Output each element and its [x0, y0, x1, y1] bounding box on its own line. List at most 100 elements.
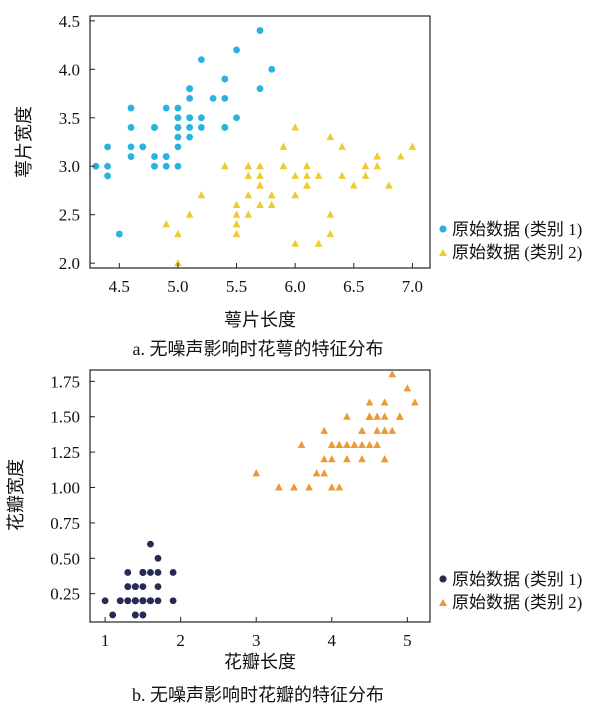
series-2-point	[185, 210, 194, 218]
series-2-point	[365, 440, 374, 449]
series-1-point	[174, 104, 182, 112]
y-tick-label: 2.0	[59, 254, 80, 273]
series-1-point	[104, 172, 111, 180]
series-1-point	[139, 611, 147, 619]
series-1-point	[186, 94, 194, 102]
y-tick-label: 3.0	[59, 157, 80, 176]
series-1-point	[131, 597, 139, 605]
series-2-point	[256, 171, 264, 179]
series-2-point	[267, 200, 276, 208]
series-1-point	[174, 124, 182, 131]
series-2-point	[326, 229, 335, 238]
series-1-point	[109, 611, 117, 619]
series-1-point	[139, 569, 147, 576]
series-2-point	[335, 440, 344, 449]
series-1-point	[151, 124, 158, 131]
series-1-point	[104, 143, 111, 151]
series-2-point	[343, 412, 351, 420]
series-1-point	[139, 597, 147, 605]
chart-a-legend-label-2: 原始数据 (类别 2)	[452, 243, 582, 262]
series-1-point	[268, 65, 276, 73]
series-1-point	[131, 611, 139, 619]
chart-a: 4.5 5.0 5.5 6.0 6.5 7.0 2.0 2.5 3.0 3.5 4.0 4.5 萼片…	[14, 12, 582, 359]
series-2-point	[395, 412, 404, 420]
y-tick-label: 3.5	[59, 109, 80, 128]
series-1-point	[139, 143, 147, 151]
series-1-point	[174, 133, 182, 141]
series-1-point	[209, 94, 217, 102]
x-tick-label: 5	[403, 631, 412, 650]
series-1-point	[197, 114, 205, 122]
series-2-point	[244, 210, 253, 218]
series-2-point	[279, 162, 288, 170]
chart-a-plot-frame	[89, 15, 431, 269]
series-2-point	[312, 469, 321, 477]
series-1-point	[186, 114, 194, 122]
y-tick-label: 2.5	[59, 206, 80, 225]
series-2-point	[256, 162, 264, 170]
series-1-point	[116, 597, 124, 605]
series-2-point	[380, 426, 389, 434]
series-2-point	[291, 123, 299, 131]
y-tick-label: 1.75	[50, 372, 80, 391]
series-2-point	[326, 132, 335, 141]
chart-b-legend-marker-2	[439, 599, 447, 606]
series-2-point	[373, 440, 381, 449]
chart-b-caption: b. 无噪声影响时花瓣的特征分布	[132, 685, 384, 705]
series-2-point	[197, 191, 206, 199]
series-2-point	[358, 426, 366, 434]
series-2-point	[373, 412, 381, 420]
series-2-point	[320, 469, 329, 477]
series-2-point	[350, 440, 359, 449]
series-2-point	[291, 171, 299, 179]
chart-b-x-axis-title: 花瓣长度	[224, 652, 296, 672]
series-1-point	[169, 597, 177, 605]
series-2-point	[338, 142, 346, 150]
series-1-point	[124, 583, 132, 591]
chart-b-legend-marker-1	[439, 575, 447, 583]
series-1-point	[154, 554, 162, 562]
series-1-point	[101, 597, 109, 605]
series-2-point	[275, 483, 283, 491]
y-tick-label: 1.50	[50, 408, 80, 427]
y-tick-label: 0.25	[50, 585, 80, 604]
series-2-point	[232, 210, 241, 218]
series-2-point	[297, 440, 306, 449]
series-1-point	[147, 597, 154, 605]
series-2-point	[343, 454, 351, 463]
series-2-point	[380, 412, 389, 420]
series-1-point	[162, 104, 170, 112]
series-1-point	[256, 85, 264, 93]
chart-a-y-axis-title: 萼片宽度	[14, 106, 34, 178]
chart-a-legend: 原始数据 (类别 1) 原始数据 (类别 2)	[439, 220, 582, 262]
series-2-point	[267, 191, 276, 199]
x-tick-label: 1	[101, 631, 110, 650]
series-1-point	[115, 230, 123, 238]
chart-b-legend-label-1: 原始数据 (类别 1)	[452, 570, 582, 589]
chart-a-points	[92, 27, 417, 267]
series-2-point	[256, 200, 264, 208]
series-2-point	[303, 162, 311, 170]
series-2-point	[174, 229, 182, 238]
series-2-point	[373, 162, 382, 170]
series-1-point	[154, 597, 162, 605]
series-1-point	[221, 94, 229, 102]
chart-b-points	[101, 370, 419, 619]
series-2-point	[244, 162, 253, 170]
series-2-point	[305, 483, 313, 491]
series-2-point	[221, 162, 229, 170]
y-tick-label: 4.0	[59, 60, 80, 79]
series-2-point	[314, 171, 323, 179]
chart-a-caption: a. 无噪声影响时花萼的特征分布	[133, 339, 384, 359]
y-tick-label: 0.75	[50, 514, 80, 533]
chart-a-legend-label-1: 原始数据 (类别 1)	[452, 220, 582, 239]
series-1-point	[233, 46, 240, 54]
series-1-point	[233, 114, 240, 122]
y-tick-label: 1.25	[50, 443, 80, 462]
series-2-point	[408, 142, 417, 150]
series-2-point	[388, 426, 397, 434]
series-2-point	[327, 454, 336, 463]
x-tick-label: 4	[328, 631, 337, 650]
series-2-point	[327, 440, 336, 449]
